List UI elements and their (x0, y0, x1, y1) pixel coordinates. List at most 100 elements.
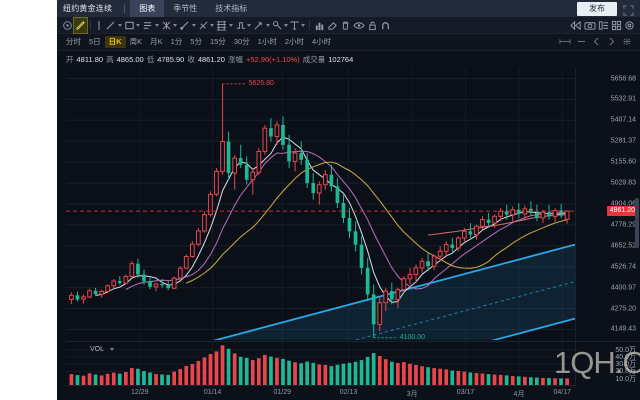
open-value: 4811.80 (76, 54, 104, 64)
open-label: 开 (66, 54, 74, 64)
text-tool-icon[interactable] (289, 18, 306, 33)
gann-fan-icon[interactable] (160, 18, 179, 33)
chevron-down-icon[interactable] (109, 348, 114, 351)
eye-icon[interactable] (352, 18, 366, 33)
price-tick-label: 5658.68 (610, 75, 636, 83)
drawing-toolbar (57, 16, 640, 34)
zoom-fit-icon[interactable] (559, 33, 571, 51)
eraser-icon[interactable] (326, 18, 339, 33)
timeframe-5day[interactable]: 5日 (89, 37, 101, 46)
last-price-badge: 4861.20 (606, 206, 638, 217)
volume-tick-label: 10.0万 (615, 375, 636, 383)
timeframe-5min[interactable]: 5分 (190, 37, 202, 46)
layout-list-icon[interactable] (597, 18, 610, 33)
volume-plot[interactable]: VOL (66, 341, 575, 385)
layout-grid-icon[interactable] (610, 18, 623, 33)
toolbar-divider-1 (90, 20, 91, 30)
arrow-marker-icon[interactable] (252, 18, 271, 33)
camera-icon[interactable] (583, 18, 597, 33)
volume-axis: 50.0万 40.0万 30.0万 20.0万 10.0万 (575, 341, 640, 385)
horizontal-lines-icon[interactable] (141, 18, 160, 33)
change-label: 涨幅 (227, 54, 243, 64)
publish-button[interactable]: 发布 (577, 1, 617, 16)
measure-icon[interactable] (271, 18, 290, 33)
timeframe-monthly[interactable]: 月K (150, 37, 163, 46)
scroll-left-icon[interactable] (592, 33, 601, 51)
timeframe-bar: 分时 5日 日K 周K 月K 1分 5分 15分 30分 1小时 2小时 4小时 (57, 34, 640, 51)
zoom-out-icon[interactable] (577, 33, 586, 51)
fork-icon[interactable] (197, 18, 216, 33)
scroll-right-icon[interactable] (607, 33, 616, 51)
price-tick-label: 4526.74 (610, 263, 636, 271)
quote-bar: 开 4811.80 高 4865.00 低 4785.90 收 4861.20 … (57, 51, 640, 67)
volume-tick-label: 50.0万 (615, 346, 636, 354)
tab-technical-indicators[interactable]: 技术指标 (215, 4, 248, 13)
tab-chart[interactable]: 图表 (130, 0, 165, 17)
candlestick-svg (66, 68, 575, 340)
vertical-line-icon[interactable] (94, 18, 104, 33)
crosshair-icon[interactable] (61, 18, 74, 33)
chart-nav-group (559, 33, 640, 51)
date-tick-label: 02/13 (339, 389, 358, 396)
timeframe-1hour[interactable]: 1小时 (257, 37, 277, 46)
settings-gear-icon[interactable] (623, 18, 636, 33)
date-tick-label: 01/14 (203, 389, 222, 396)
timeframe-2hour[interactable]: 2小时 (284, 37, 304, 46)
expand-icon[interactable] (623, 3, 634, 16)
elliott-wave-icon[interactable] (234, 18, 253, 33)
ray-line-icon[interactable] (178, 18, 197, 33)
date-tick-label: 4月 (513, 391, 525, 398)
date-tick-label: 04/17 (553, 389, 572, 396)
timeframe-1min[interactable]: 1分 (170, 37, 183, 46)
date-tick-label: 3月 (406, 391, 418, 398)
timeframe-daily[interactable]: 日K (104, 36, 126, 48)
chart-widget: 纽约黄金连续 图表 季节性 技术指标 发布 (57, 0, 640, 400)
low-label: 低 (146, 54, 155, 64)
bar-pattern-icon[interactable] (313, 18, 326, 33)
volume-value: 102764 (328, 54, 354, 64)
symbol-title: 纽约黄金连续 (63, 4, 113, 13)
price-tick-label: 5281.37 (610, 137, 636, 145)
date-tick-label: 01/29 (273, 389, 292, 396)
timeframe-30min[interactable]: 30分 (233, 37, 250, 46)
reset-view-icon[interactable] (622, 33, 632, 51)
price-axis[interactable]: 5658.68 5532.91 5407.14 5281.37 5155.60 5029.… (575, 68, 640, 340)
high-value: 4865.00 (116, 54, 144, 64)
price-plot[interactable]: 5626.80 4100.00 (66, 68, 575, 340)
change-value: +52.90(+1.10%) (245, 54, 300, 64)
period-high-annotation: 5626.80 (248, 79, 274, 87)
close-label: 收 (187, 54, 195, 64)
price-tick-label: 4778.29 (610, 221, 636, 229)
volume-label: 成交量 (302, 54, 326, 64)
timeframe-weekly[interactable]: 周K (129, 37, 143, 46)
volume-tick-label: 30.0万 (615, 361, 636, 369)
trend-line-icon[interactable] (104, 18, 123, 33)
lock-icon[interactable] (366, 18, 379, 33)
timeframe-4hour[interactable]: 4小时 (312, 37, 332, 46)
pencil-icon[interactable] (73, 16, 88, 34)
rectangle-icon[interactable] (123, 18, 142, 33)
replay-icon[interactable] (569, 18, 583, 33)
vertical-scrollbar-thumb[interactable] (635, 198, 639, 248)
toolbar-divider-2 (308, 20, 310, 30)
date-tick-label: 12/29 (131, 389, 149, 396)
timeframe-intraday[interactable]: 分时 (66, 37, 81, 46)
magnet-icon[interactable] (379, 18, 392, 33)
tabbar-divider (124, 4, 126, 13)
price-tick-label: 4149.43 (610, 325, 636, 333)
period-low-annotation: 4100.00 (399, 333, 425, 340)
tab-seasonality[interactable]: 季节性 (173, 4, 198, 13)
price-tick-label: 5155.60 (610, 158, 636, 166)
date-axis[interactable]: 12/29 01/14 01/29 02/13 3月 03/17 4月 04/17 (66, 385, 575, 400)
volume-tick-label: 20.0万 (615, 368, 636, 376)
timeframe-15min[interactable]: 15分 (209, 37, 226, 46)
price-tick-label: 4652.52 (610, 242, 636, 250)
price-tick-label: 5029.83 (610, 179, 636, 187)
price-tick-label: 4904.06 (610, 200, 636, 208)
volume-pane-title: VOL (90, 346, 105, 353)
trash-icon[interactable] (339, 18, 352, 33)
volume-pane-label[interactable]: VOL (90, 346, 114, 353)
high-label: 高 (106, 54, 114, 64)
fib-retracement-icon[interactable] (215, 18, 234, 33)
